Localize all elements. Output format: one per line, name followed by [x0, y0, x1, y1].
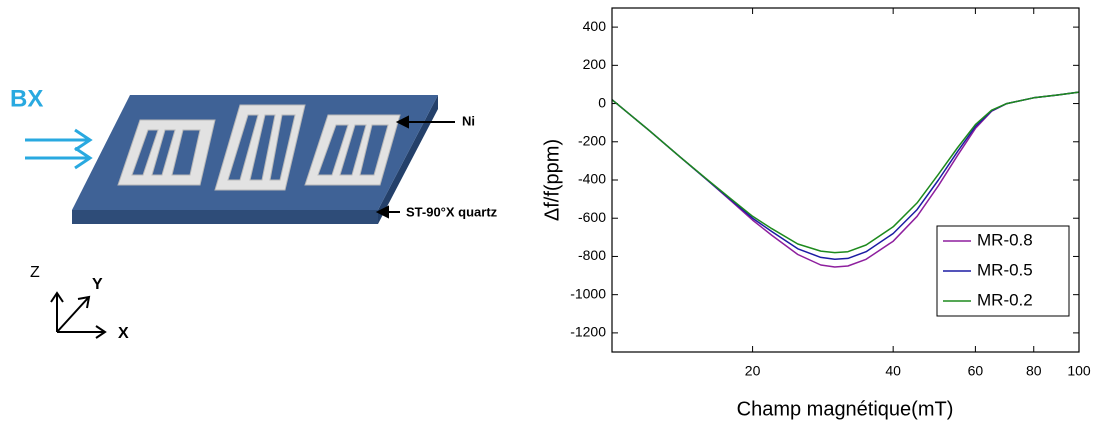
legend-label: MR-0.2	[977, 290, 1033, 309]
plot-frame	[611, 7, 1080, 353]
x-tick-label: 60	[968, 363, 984, 379]
x-tick-label: 100	[1067, 363, 1091, 379]
substrate-side	[72, 210, 378, 224]
x-tick-label: 20	[745, 363, 761, 379]
ni-frames	[117, 104, 401, 191]
x-axis-title: Champ magnétique(mT)	[737, 398, 954, 420]
axes-triad	[50, 291, 107, 339]
series-line	[611, 91, 1080, 254]
y-tick-label: -600	[578, 209, 606, 225]
x-tick-label: 40	[885, 363, 901, 379]
layer-label: Ni	[462, 113, 475, 128]
y-tick-label: -1000	[570, 285, 606, 301]
legend-label: MR-0.5	[977, 260, 1033, 279]
y-tick-label: 200	[583, 56, 607, 72]
y-tick-label: -1200	[570, 324, 606, 340]
substrate-edge	[378, 95, 438, 224]
y-tick-label: 0	[598, 94, 606, 110]
axis-y-label: Y	[92, 276, 103, 293]
field-label: BX	[10, 85, 43, 112]
y-tick-label: -200	[578, 132, 606, 148]
y-tick-label: 400	[583, 18, 607, 34]
field-arrows	[25, 128, 93, 170]
axis-x-label: X	[118, 325, 129, 342]
device-diagram: BX Ni ST-90°X quartz Z Y X	[10, 85, 498, 342]
x-tick-label: 80	[1026, 363, 1042, 379]
substrate-label: ST-90°X quartz	[406, 204, 498, 219]
axis-z-label: Z	[30, 264, 40, 281]
pointers	[375, 115, 455, 219]
y-tick-label: -800	[578, 247, 606, 263]
y-tick-label: -400	[578, 171, 606, 187]
y-axis-title: Δf/f(ppm)	[541, 139, 563, 221]
legend-label: MR-0.8	[977, 230, 1033, 249]
